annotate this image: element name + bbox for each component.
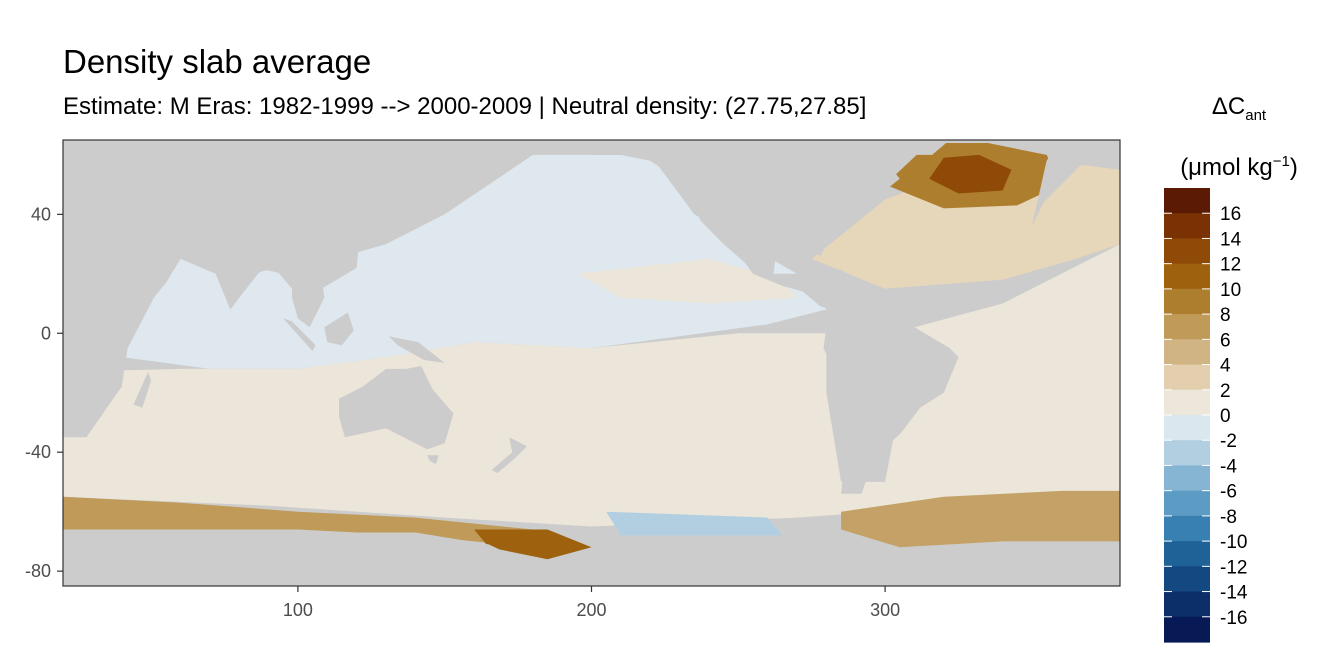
y-tick-label: 0 xyxy=(41,323,51,343)
legend-swatch-13 xyxy=(1164,515,1210,542)
map-plot: 100 200 300 400-40-80 xyxy=(25,139,1121,620)
land-mask-9 xyxy=(133,371,152,408)
data-region-1 xyxy=(63,244,1120,527)
data-regions xyxy=(63,143,1120,560)
legend-swatch-4 xyxy=(1164,288,1210,315)
data-region-9 xyxy=(606,511,783,536)
legend-swatch-11 xyxy=(1164,465,1210,492)
x-tick-label: 100 xyxy=(283,600,313,620)
legend-label: -8 xyxy=(1220,507,1237,528)
legend-swatch-8 xyxy=(1164,389,1210,416)
data-region-7 xyxy=(841,490,1120,548)
y-axis: 40 0 -40 -80 xyxy=(25,204,63,581)
legend-label: -10 xyxy=(1220,532,1247,553)
legend-swatch-7 xyxy=(1164,364,1210,391)
legend-swatch-5 xyxy=(1164,314,1210,340)
legend-label: 8 xyxy=(1220,305,1231,326)
legend-swatch-0 xyxy=(1164,188,1210,214)
land-mask-16 xyxy=(814,264,844,274)
legend-label: 12 xyxy=(1220,255,1241,276)
legend-label: -12 xyxy=(1220,557,1247,578)
data-region-8 xyxy=(474,529,592,560)
legend-swatch-3 xyxy=(1164,263,1210,290)
land-mask-10 xyxy=(339,366,454,450)
legend-title-main: ΔC xyxy=(1211,93,1246,120)
x-tick-label: 300 xyxy=(870,600,900,620)
land-mask-11 xyxy=(427,455,439,465)
legend-swatch-12 xyxy=(1164,490,1210,517)
legend-swatch-10 xyxy=(1164,440,1210,467)
land-mask-7 xyxy=(388,336,445,363)
data-region-5 xyxy=(929,154,1012,194)
data-region-0 xyxy=(77,154,827,369)
legend-swatch-1 xyxy=(1164,213,1210,240)
legend-title-sub: ant xyxy=(1245,106,1267,124)
legend-swatch-2 xyxy=(1164,238,1210,265)
legend-label: 2 xyxy=(1220,381,1231,402)
land-mask-2 xyxy=(107,244,181,295)
x-axis: 100 200 300 xyxy=(283,586,900,620)
land-mask-15 xyxy=(996,140,1026,146)
legend-label: 14 xyxy=(1220,229,1242,250)
legend-label: 16 xyxy=(1220,204,1241,225)
legend-swatch-9 xyxy=(1164,415,1210,441)
legend-title: ΔCant (μmol kg−1) xyxy=(1160,84,1318,191)
x-tick-label: 200 xyxy=(576,600,606,620)
land-mask-8 xyxy=(386,202,422,242)
color-legend: 16 14 12 10 8 6 4 2 0 -2 -4 -6 -8 -10 -12 -14 -16 xyxy=(1164,188,1248,643)
legend-label: -14 xyxy=(1220,583,1248,604)
land-mask-4 xyxy=(292,273,325,328)
chart-title: Density slab average xyxy=(63,43,372,80)
legend-label: -16 xyxy=(1220,608,1247,629)
legend-units-sup: −1 xyxy=(1272,152,1290,170)
legend-label: -6 xyxy=(1220,482,1237,503)
legend-label: -2 xyxy=(1220,431,1237,452)
legend-label: 10 xyxy=(1220,280,1241,301)
legend-units-pre: (μmol kg xyxy=(1180,153,1273,181)
land-mask-17 xyxy=(823,300,959,494)
land-mask-19 xyxy=(63,532,1120,586)
land-mask-1 xyxy=(63,140,533,319)
y-tick-label: 40 xyxy=(31,204,51,224)
data-region-3 xyxy=(576,258,797,304)
legend-swatch-6 xyxy=(1164,339,1210,366)
land-mask-18 xyxy=(1031,140,1120,227)
legend-label: 4 xyxy=(1220,356,1231,377)
y-tick-label: -80 xyxy=(25,561,51,581)
legend-label: 6 xyxy=(1220,330,1231,351)
land-mask-12 xyxy=(491,437,527,473)
legend-swatch-16 xyxy=(1164,591,1210,618)
land-mask-6 xyxy=(324,312,354,346)
legend-swatch-15 xyxy=(1164,566,1210,593)
legend-units-post: ) xyxy=(1289,153,1298,181)
legend-swatch-14 xyxy=(1164,541,1210,567)
chart-subtitle: Estimate: M Eras: 1982-1999 --> 2000-200… xyxy=(63,93,867,120)
land-mask-14 xyxy=(885,140,950,155)
legend-swatch-17 xyxy=(1164,616,1210,643)
land-mask-5 xyxy=(283,318,316,352)
land-mask-13 xyxy=(532,140,900,310)
land-mask-3 xyxy=(203,250,263,310)
legend-label: -4 xyxy=(1220,456,1237,477)
land-masks xyxy=(63,140,1120,586)
y-tick-label: -40 xyxy=(25,442,51,462)
land-mask-0 xyxy=(63,154,181,438)
legend-label: 0 xyxy=(1220,406,1231,427)
